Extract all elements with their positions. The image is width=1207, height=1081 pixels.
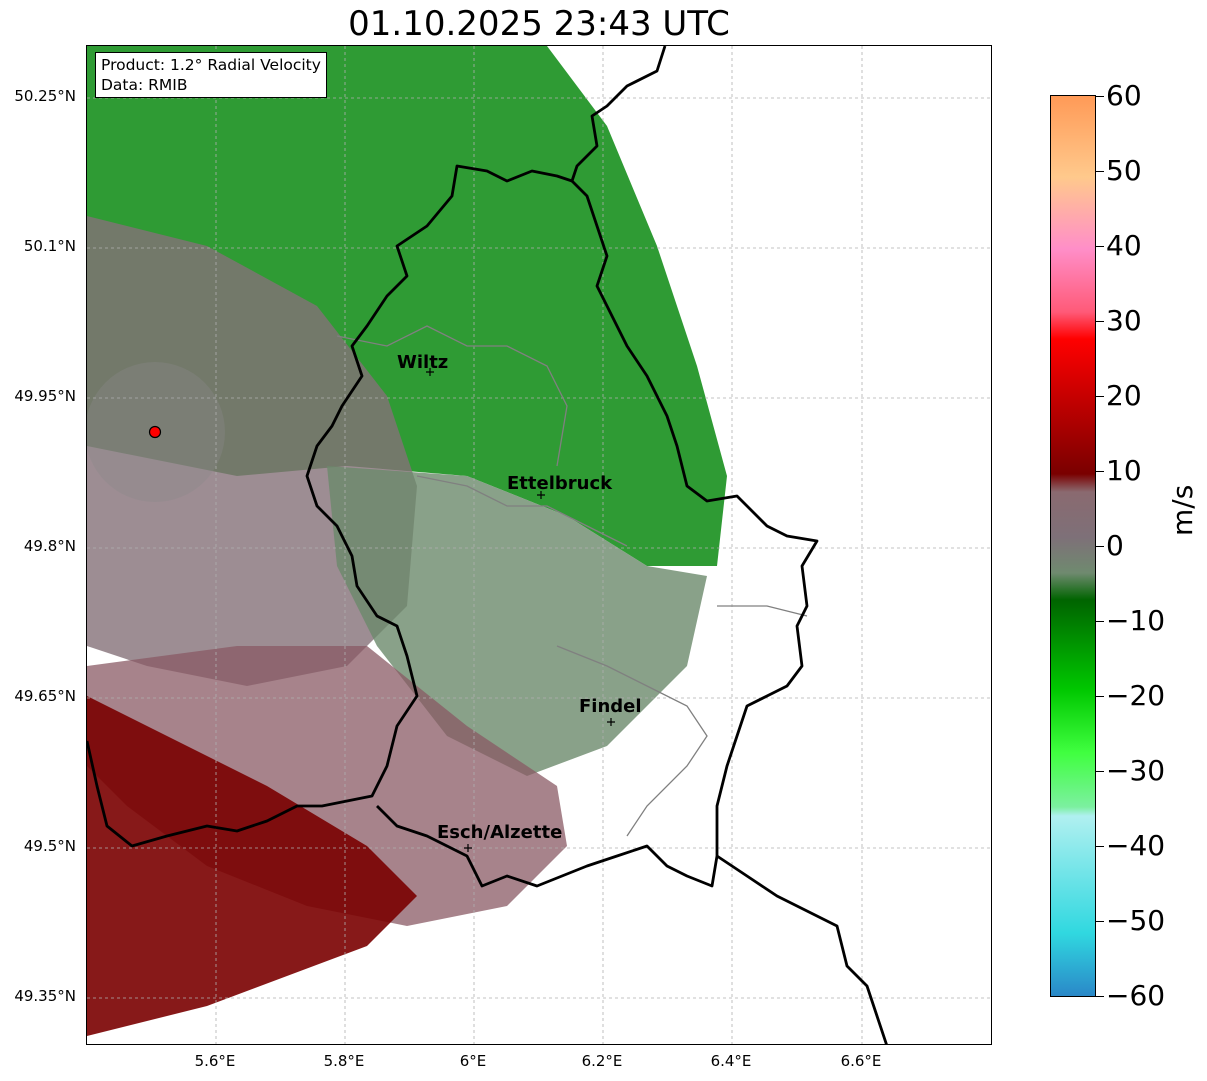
city-label-esch-alzette: Esch/Alzette [437,822,562,843]
lon-label: 6.6°E [840,1052,882,1070]
colorbar-tick [1096,921,1104,922]
colorbar-label: 20 [1106,379,1142,412]
echo-gray-west [87,216,417,686]
colorbar-label: −10 [1106,604,1166,637]
lat-label: 49.65°N [14,687,76,705]
lat-label: 50.1°N [23,237,76,255]
colorbar-label: 50 [1106,154,1142,187]
colorbar-tick [1096,621,1104,622]
lon-label: 6.4°E [710,1052,752,1070]
lon-label: 5.8°E [323,1052,365,1070]
velocity-colorbar [1050,95,1096,997]
product-info-box: Product: 1.2° Radial Velocity Data: RMIB [95,52,327,98]
luxembourg-border-east [376,180,819,888]
city-label-ettelbruck: Ettelbruck [507,473,613,494]
colorbar-tick [1096,246,1104,247]
lon-label: 5.6°E [194,1052,236,1070]
colorbar-tick [1096,96,1104,97]
lat-label: 49.5°N [23,837,76,855]
city-label-wiltz: Wiltz [397,352,448,373]
colorbar-label: 10 [1106,454,1142,487]
gridlines [87,46,991,1044]
colorbar-label: 0 [1106,529,1124,562]
colorbar-tick [1096,996,1104,997]
product-label: Product: 1.2° Radial Velocity [101,56,321,74]
lat-label: 49.35°N [14,987,76,1005]
city-labels: Wiltz Ettelbruck Findel Esch/Alzette [397,352,642,843]
echo-darkred-southwest [87,696,417,1036]
colorbar-unit-text: m/s [1166,484,1199,536]
colorbar-tick [1096,171,1104,172]
radar-site-marker[interactable] [148,425,162,439]
france-germany-border [716,854,888,1044]
colorbar-label: 40 [1106,229,1142,262]
luxembourg-border [87,46,667,848]
lon-label: 6°E [459,1052,487,1070]
radar-map[interactable]: Wiltz Ettelbruck Findel Esch/Alzette [86,45,992,1045]
colorbar-label: 60 [1106,79,1142,112]
lon-label: 6.2°E [581,1052,623,1070]
radar-echo-layer [87,46,727,1036]
colorbar-label: −30 [1106,754,1166,787]
colorbar-label: −60 [1106,979,1166,1012]
colorbar-tick [1096,471,1104,472]
colorbar-tick [1096,321,1104,322]
colorbar-tick [1096,696,1104,697]
colorbar-tick [1096,396,1104,397]
city-label-findel: Findel [579,696,642,717]
colorbar-label: −20 [1106,679,1166,712]
colorbar-label: −50 [1106,904,1166,937]
colorbar-unit: m/s [1166,485,1206,572]
colorbar-tick [1096,846,1104,847]
lat-label: 49.8°N [23,537,76,555]
map-title: 01.10.2025 23:43 UTC [348,4,730,44]
canton-borders [336,325,808,837]
data-source-label: Data: RMIB [101,76,188,94]
colorbar-tick [1096,771,1104,772]
lat-label: 50.25°N [14,87,76,105]
city-markers [426,368,615,852]
lat-label: 49.95°N [14,387,76,405]
colorbar-tick [1096,546,1104,547]
colorbar-label: 30 [1106,304,1142,337]
colorbar-label: −40 [1106,829,1166,862]
